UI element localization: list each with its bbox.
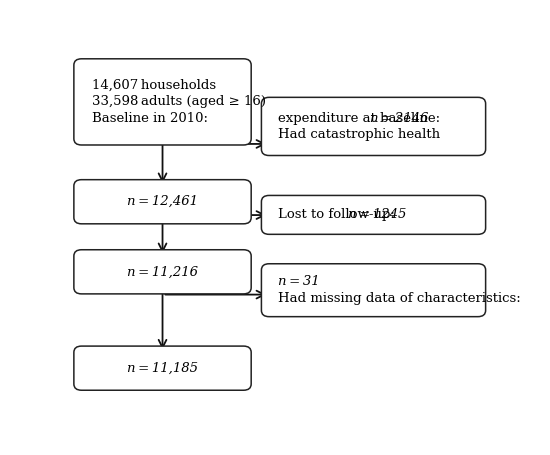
FancyBboxPatch shape: [261, 196, 486, 234]
Text: n = 31: n = 31: [278, 275, 319, 288]
FancyBboxPatch shape: [261, 264, 486, 317]
FancyBboxPatch shape: [74, 180, 251, 224]
Text: 33,598 adults (aged ≥ 16): 33,598 adults (aged ≥ 16): [92, 96, 266, 108]
Text: n = 12,461: n = 12,461: [127, 195, 198, 208]
Text: expenditure at baseline:: expenditure at baseline:: [278, 111, 444, 125]
FancyBboxPatch shape: [74, 346, 251, 390]
FancyBboxPatch shape: [74, 59, 251, 145]
Text: n = 1245: n = 1245: [348, 208, 406, 222]
Text: n = 11,216: n = 11,216: [127, 265, 198, 278]
Text: Baseline in 2010:: Baseline in 2010:: [92, 112, 208, 125]
FancyBboxPatch shape: [261, 97, 486, 156]
FancyBboxPatch shape: [74, 250, 251, 294]
Text: Lost to follow-up:: Lost to follow-up:: [278, 208, 399, 222]
Text: 14,607 households: 14,607 households: [92, 79, 216, 91]
Text: n = 11,185: n = 11,185: [127, 362, 198, 374]
Text: Had catastrophic health: Had catastrophic health: [278, 128, 440, 142]
Text: Had missing data of characteristics:: Had missing data of characteristics:: [278, 292, 520, 305]
Text: n = 2146: n = 2146: [370, 111, 428, 125]
